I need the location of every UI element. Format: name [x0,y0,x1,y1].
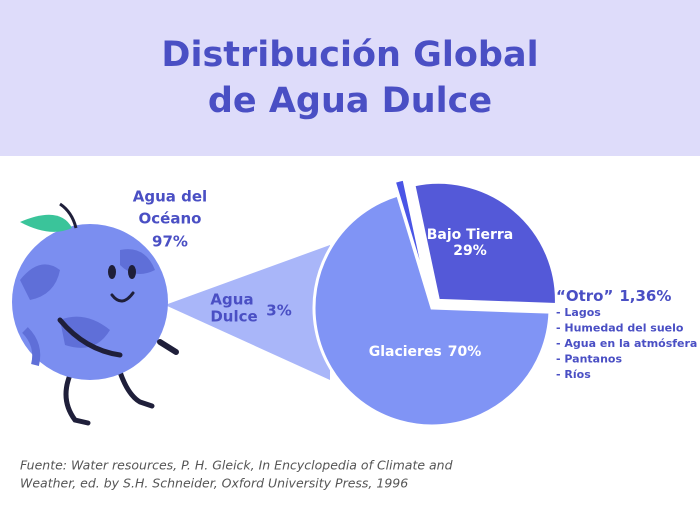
slice-label: Glacieres 70% [369,344,482,360]
title-line: de Agua Dulce [208,81,492,121]
freshwater-label: Dulce [210,308,257,326]
pie-slice [392,177,430,295]
slice-name: Bajo Tierra [427,227,514,243]
slice-value: 70% [448,344,482,360]
slice-value: 1,36% [619,287,671,305]
slice-label: “Otro” 1,36% [556,287,671,305]
ocean-value: 97% [152,233,188,251]
pie-slice [412,180,558,307]
freshwater-label: Agua [210,291,253,309]
freshwater-cone [165,245,330,380]
ocean-label: Océano [139,210,202,228]
other-item: - Pantanos [556,353,622,366]
other-item: - Ríos [556,368,591,381]
pie-slice [312,193,552,428]
slice-name: “Otro” [556,287,613,305]
globe-character [12,202,179,426]
source-line: Weather, ed. by S.H. Schneider, Oxford U… [20,476,408,491]
slice-value: 29% [453,243,487,259]
ocean-label: Agua del [133,188,207,206]
other-item: - Lagos [556,306,601,319]
other-item: - Agua en la atmósfera [556,337,697,350]
title-line: Distribución Global [161,35,538,75]
slice-name: Glacieres [369,344,442,360]
freshwater-value: 3% [266,302,291,320]
header-band [0,0,700,156]
source-line: Fuente: Water resources, P. H. Gleick, I… [20,458,453,473]
other-item: - Humedad del suelo [556,322,684,335]
